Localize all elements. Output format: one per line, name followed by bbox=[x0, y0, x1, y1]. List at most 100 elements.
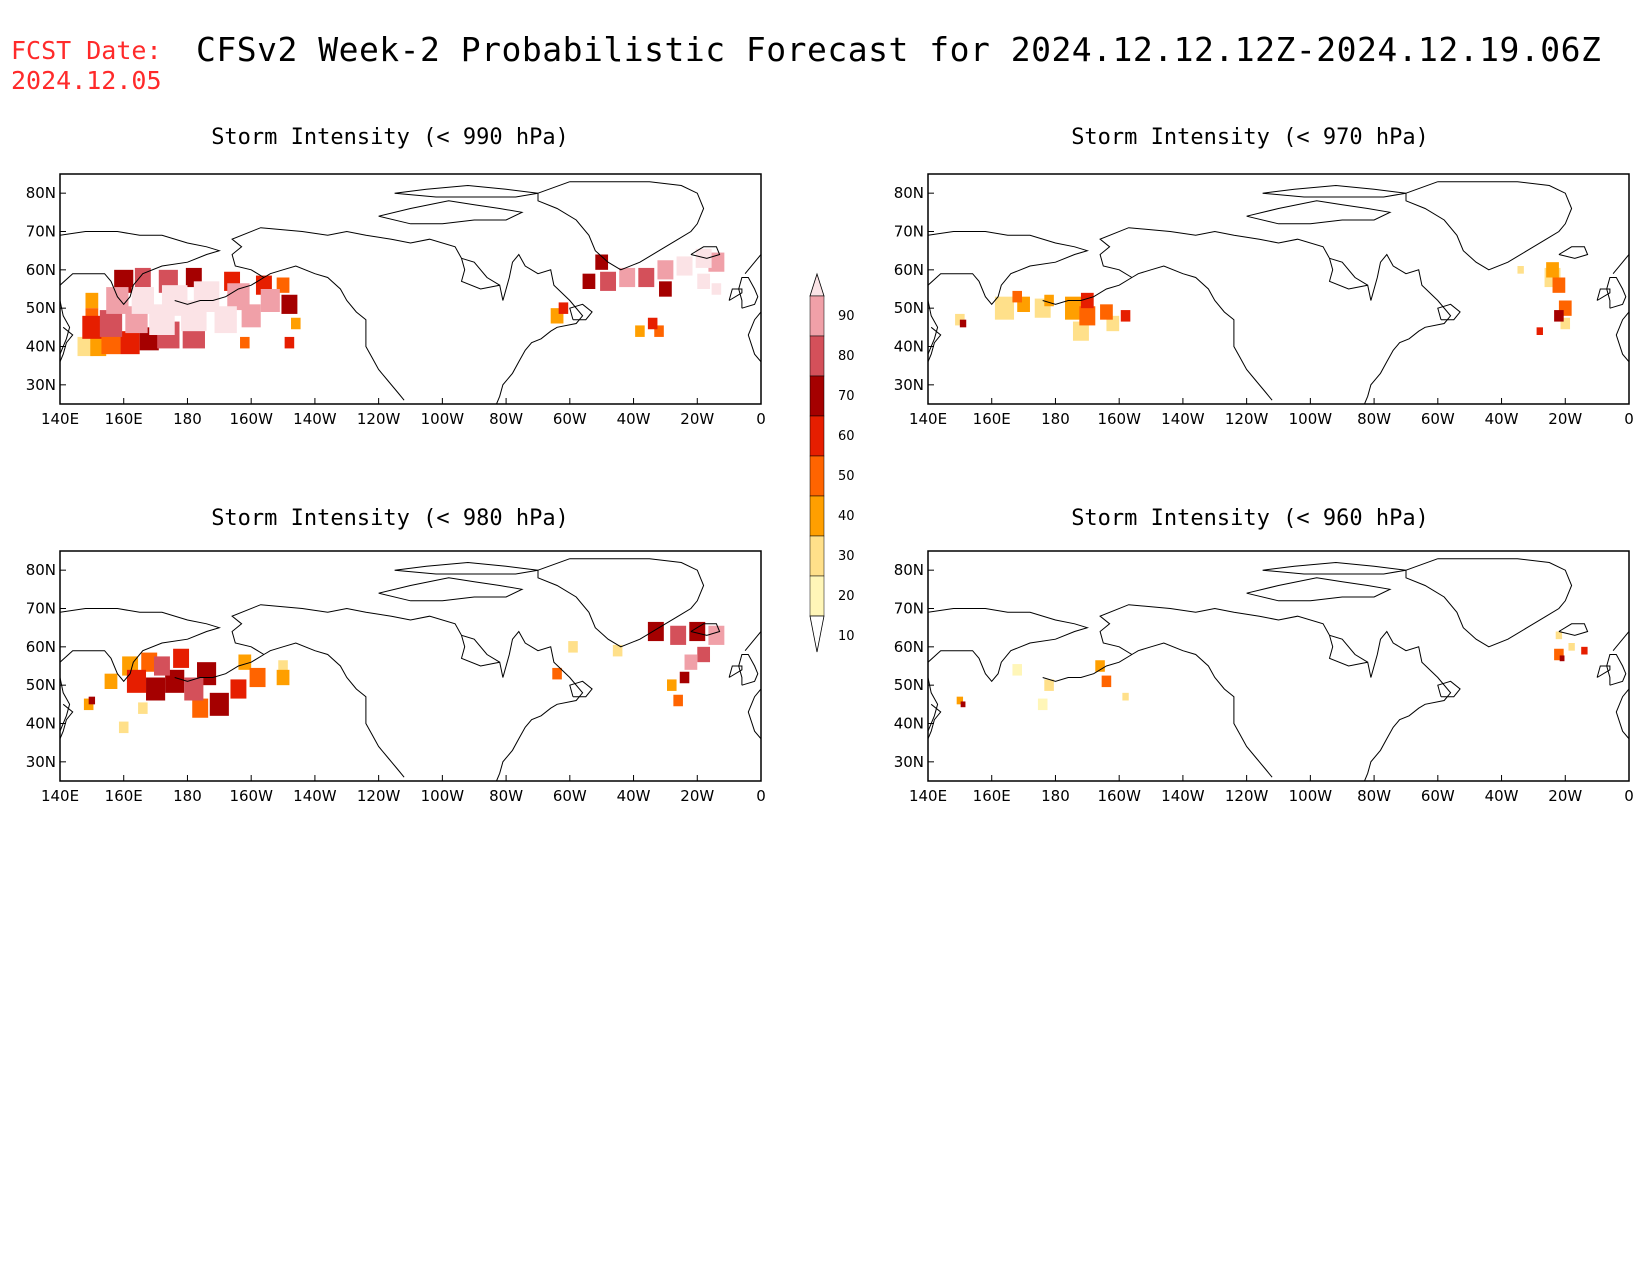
probability-cell bbox=[146, 677, 166, 701]
probability-cell bbox=[697, 273, 711, 289]
lon-label: 20W bbox=[1548, 787, 1582, 805]
probability-cell bbox=[126, 669, 147, 693]
lon-label: 140E bbox=[41, 787, 79, 805]
lon-label: 0 bbox=[1624, 410, 1634, 428]
lon-label: 160W bbox=[1097, 410, 1141, 428]
lon-label: 80W bbox=[1357, 787, 1391, 805]
lon-label: 60W bbox=[1421, 410, 1455, 428]
coastline bbox=[728, 288, 743, 301]
lat-label: 50N bbox=[894, 676, 924, 694]
lat-label: 50N bbox=[26, 299, 56, 317]
coastline bbox=[1099, 227, 1452, 404]
lon-label: 40W bbox=[617, 787, 651, 805]
colorbar-label: 30 bbox=[838, 549, 855, 564]
probability-cell bbox=[1080, 292, 1094, 309]
probability-cell bbox=[238, 654, 252, 670]
coastline bbox=[1405, 558, 1573, 648]
probability-cell bbox=[689, 621, 706, 642]
probability-cell bbox=[568, 641, 578, 653]
coastline bbox=[928, 703, 942, 739]
lat-label: 40N bbox=[894, 715, 924, 733]
colorbar-label: 60 bbox=[838, 429, 855, 444]
coastline bbox=[1615, 311, 1629, 363]
coastline bbox=[378, 200, 524, 225]
lon-label: 180 bbox=[1041, 410, 1070, 428]
lon-label: 160W bbox=[229, 410, 273, 428]
lat-label: 60N bbox=[26, 261, 56, 279]
coastline bbox=[1131, 265, 1273, 401]
coastline bbox=[747, 311, 761, 363]
coastline bbox=[1596, 665, 1611, 678]
coastline bbox=[263, 642, 405, 778]
lat-label: 60N bbox=[894, 261, 924, 279]
coastline bbox=[394, 184, 539, 198]
coastline bbox=[747, 688, 761, 740]
colorbar-bottom-arrow bbox=[809, 615, 825, 653]
coastline bbox=[174, 654, 265, 682]
probability-cell bbox=[1072, 321, 1089, 341]
lon-label: 160W bbox=[229, 787, 273, 805]
probability-cell bbox=[612, 644, 623, 657]
probability-cell bbox=[184, 677, 204, 701]
coastline bbox=[1596, 288, 1611, 301]
forecast-date-value: 2024.12.05 bbox=[11, 66, 162, 95]
probability-cell bbox=[659, 281, 672, 297]
lon-label: 160E bbox=[973, 410, 1011, 428]
lon-label: 20W bbox=[680, 787, 714, 805]
lon-label: 120W bbox=[357, 410, 401, 428]
probability-cell bbox=[582, 273, 596, 289]
probability-cell bbox=[260, 289, 280, 312]
probability-cell bbox=[88, 696, 96, 705]
lat-label: 30N bbox=[894, 753, 924, 771]
coastline bbox=[60, 703, 74, 739]
coastline bbox=[1099, 604, 1452, 781]
lon-label: 80W bbox=[1357, 410, 1391, 428]
coastline bbox=[738, 277, 759, 309]
probability-cell bbox=[1122, 692, 1129, 701]
lon-label: 0 bbox=[1624, 787, 1634, 805]
probability-cell bbox=[141, 652, 158, 672]
probability-cell bbox=[959, 319, 967, 328]
probability-cell bbox=[276, 669, 290, 686]
map-panel-2: 30N 40N 50N 60N 70N 80N 140E 160E 180 160W 140W 120… bbox=[894, 173, 1634, 428]
coastline bbox=[744, 608, 761, 652]
coastline bbox=[744, 231, 761, 275]
coastline bbox=[461, 634, 500, 663]
probability-cell bbox=[708, 625, 725, 645]
probability-cell bbox=[118, 721, 129, 734]
colorbar-segment bbox=[809, 455, 825, 497]
map-data-layer bbox=[60, 558, 761, 781]
probability-cell bbox=[679, 671, 690, 684]
probability-cell bbox=[711, 283, 722, 295]
probability-cell bbox=[1044, 679, 1054, 691]
lon-label: 60W bbox=[1421, 787, 1455, 805]
coastline bbox=[231, 227, 584, 404]
lat-label: 70N bbox=[894, 600, 924, 618]
coastline bbox=[1612, 231, 1629, 275]
probability-cell bbox=[667, 679, 677, 691]
probability-cell bbox=[193, 281, 220, 312]
lat-label: 60N bbox=[26, 638, 56, 656]
coastline bbox=[263, 265, 405, 401]
probability-cell bbox=[278, 660, 288, 672]
probability-cell bbox=[619, 267, 636, 288]
probability-cell bbox=[131, 287, 154, 314]
map-panel-1: 30N 40N 50N 60N 70N 80N 140E 160E 180 160W 140W 120… bbox=[26, 173, 766, 428]
lon-label: 100W bbox=[421, 787, 465, 805]
coastline bbox=[1558, 246, 1589, 259]
colorbar-label: 70 bbox=[838, 389, 855, 404]
lon-label: 80W bbox=[489, 787, 523, 805]
lon-label: 180 bbox=[173, 787, 202, 805]
coastline bbox=[174, 277, 265, 305]
lat-label: 80N bbox=[26, 184, 56, 202]
map-frame bbox=[927, 550, 1630, 782]
coastline bbox=[1405, 181, 1573, 271]
colorbar-label: 90 bbox=[838, 309, 855, 324]
coastline bbox=[1042, 277, 1133, 305]
map-frame bbox=[59, 550, 762, 782]
probability-cell bbox=[994, 296, 1015, 320]
probability-cell bbox=[1044, 294, 1054, 307]
coastline bbox=[461, 257, 500, 286]
coastline bbox=[1437, 680, 1461, 698]
